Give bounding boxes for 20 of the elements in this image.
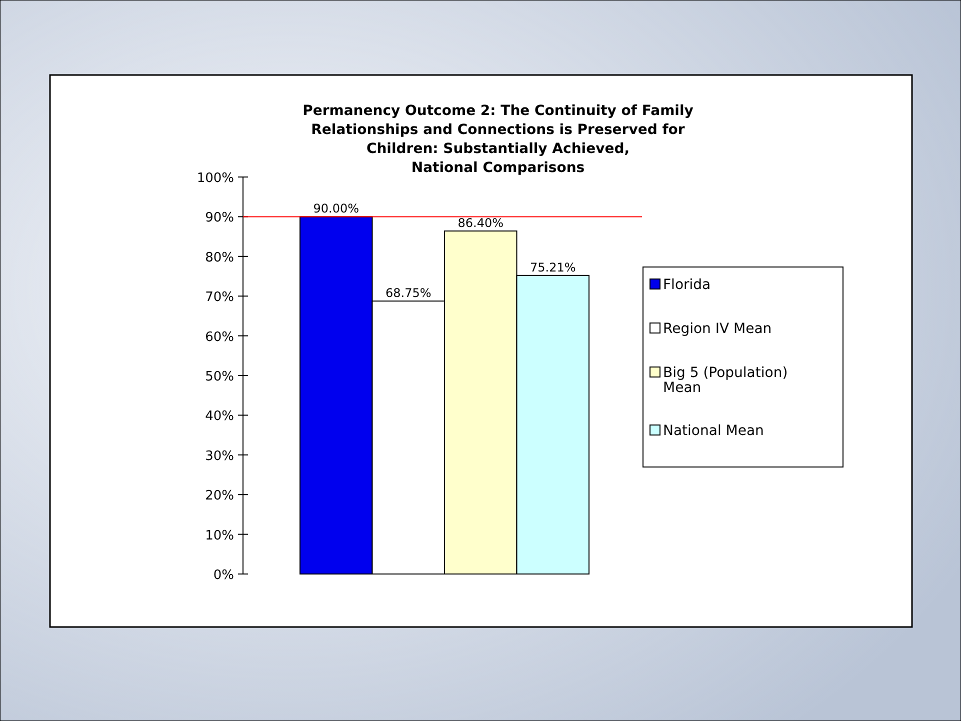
y-tick-label: 10% — [205, 528, 234, 544]
data-label: 68.75% — [385, 286, 432, 300]
y-tick-label: 60% — [205, 330, 234, 345]
y-tick-label: 40% — [205, 409, 234, 424]
y-tick-label: 50% — [205, 370, 234, 384]
y-tick-label: 90% — [205, 210, 234, 226]
data-label: 90.00% — [313, 202, 360, 216]
chart-title: Permanency Outcome 2: The Continuity of Family Relationships and Connections is Preserved for Children: Substantially Achieved, National Comparisons — [302, 103, 694, 176]
data-label: 86.40% — [458, 216, 504, 230]
y-tick-label: 70% — [205, 290, 234, 306]
legend-label: Florida — [663, 277, 711, 293]
legend-label: Region IV Mean — [663, 321, 772, 337]
y-tick-label: 20% — [205, 488, 234, 504]
y-tick-label: 100% — [196, 171, 234, 186]
y-tick-label: 80% — [205, 250, 234, 266]
y-tick-label: 30% — [205, 448, 234, 464]
y-tick-label: 0% — [213, 568, 234, 583]
data-label: 75.21% — [530, 260, 576, 274]
legend-label: National Mean — [663, 423, 764, 439]
legend-label: Big 5 (Population) Mean — [663, 365, 788, 396]
